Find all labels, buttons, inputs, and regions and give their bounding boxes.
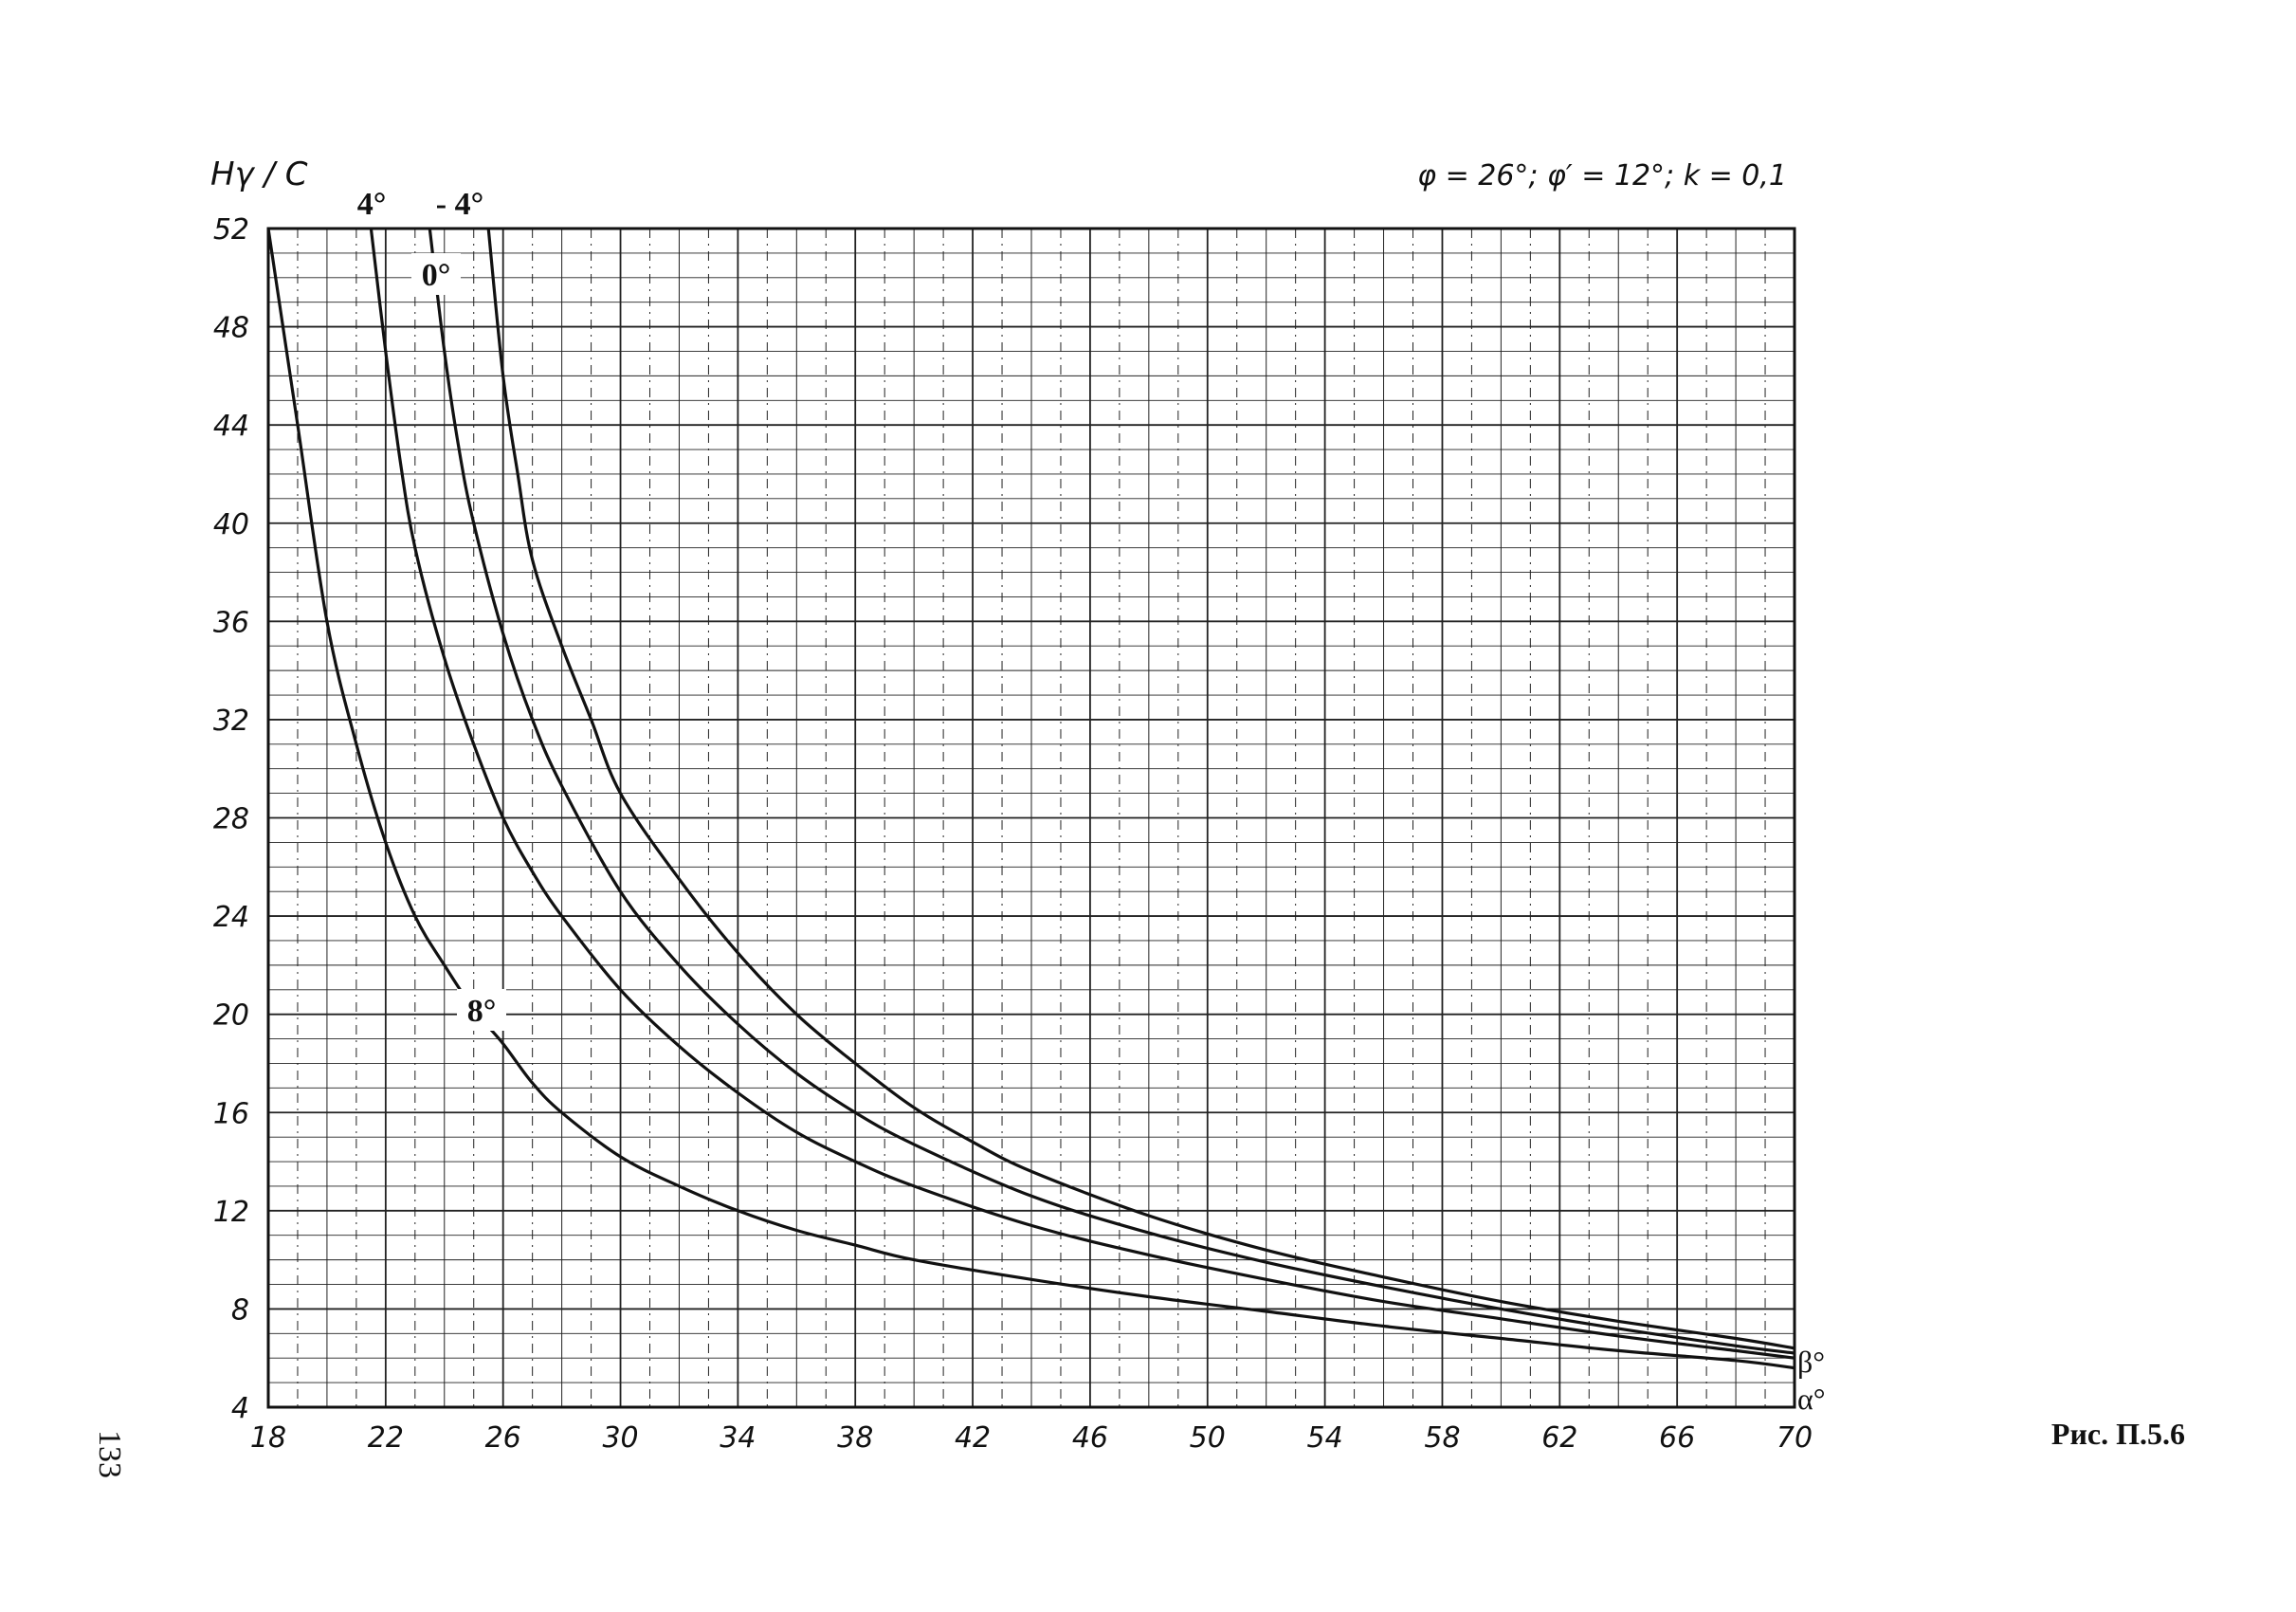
labels: 18 22 26 30 34 38 42 46 50 54 58 62 66 70481216202428… [213,213,1813,1455]
y-axis-label: Hγ / C [210,156,308,193]
x-tick-label: 42 [955,1421,991,1455]
y-tick-label: 44 [213,410,249,443]
x-tick-label: 70 [1777,1421,1813,1455]
x-tick-label: 34 [720,1421,756,1455]
curves: 8° 4° 0° - 4° [266,182,1795,1370]
y-tick-label: 52 [213,213,249,247]
series-label: 4° [357,187,387,222]
page-number: 133 [92,1430,127,1478]
series-line-0 [266,228,1795,1370]
x-tick-label: 58 [1424,1421,1460,1455]
figure-caption: Рис. П.5.6 [2051,1417,2185,1451]
y-tick-label: 28 [213,803,249,836]
x-tick-label: 38 [837,1421,873,1455]
y-tick-label: 4 [231,1392,249,1425]
series-label: 8° [467,994,497,1029]
alpha-axis-symbol: α° [1797,1382,1826,1416]
y-tick-label: 16 [213,1097,249,1130]
y-tick-label: 36 [213,606,249,639]
x-tick-label: 46 [1072,1421,1108,1455]
series-label-bg [347,182,396,224]
y-tick-label: 8 [231,1293,249,1327]
y-tick-label: 20 [213,999,249,1033]
x-tick-label: 54 [1307,1421,1343,1455]
y-tick-label: 24 [213,901,249,934]
y-tick-label: 12 [213,1196,249,1229]
beta-axis-symbol: β° [1797,1345,1825,1379]
x-tick-label: 26 [485,1421,521,1455]
x-tick-label: 66 [1659,1421,1695,1455]
x-tick-label: 50 [1190,1421,1226,1455]
y-tick-label: 48 [213,312,249,345]
series-line-3 [486,228,1795,1350]
series-label: 0° [422,258,451,293]
series-label: - 4° [436,187,483,222]
series-label-bg [411,253,461,295]
chart-parameters: φ = 26°; φ′ = 12°; k = 0,1 [1417,159,1787,192]
x-tick-label: 30 [602,1421,638,1455]
x-tick-label: 18 [250,1421,286,1455]
grid [268,229,1795,1407]
x-tick-label: 62 [1541,1421,1577,1455]
x-tick-label: 22 [368,1421,404,1455]
y-tick-label: 32 [213,705,249,738]
series-label-bg [423,182,497,224]
series-line-1 [369,228,1795,1360]
y-tick-label: 40 [213,508,249,541]
series-line-2 [428,228,1795,1355]
plot-frame [266,227,1796,1409]
series-label-bg [457,989,506,1031]
